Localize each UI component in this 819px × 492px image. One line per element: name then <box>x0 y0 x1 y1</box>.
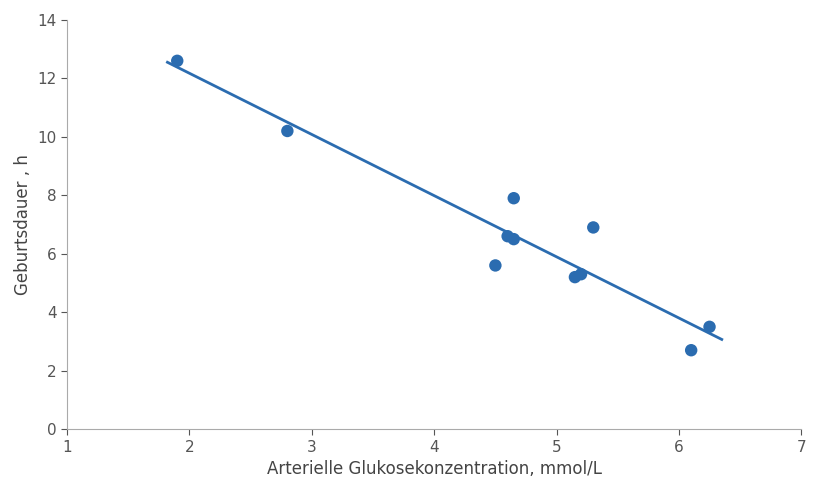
Point <box>507 194 520 202</box>
Point <box>702 323 715 331</box>
Point <box>574 270 587 278</box>
Point <box>170 57 183 65</box>
X-axis label: Arterielle Glukosekonzentration, mmol/L: Arterielle Glukosekonzentration, mmol/L <box>266 460 601 478</box>
Point <box>500 232 514 240</box>
Point <box>280 127 293 135</box>
Point <box>568 273 581 281</box>
Point <box>586 223 600 231</box>
Point <box>488 262 501 270</box>
Point <box>507 235 520 243</box>
Y-axis label: Geburtsdauer , h: Geburtsdauer , h <box>14 154 32 295</box>
Point <box>684 346 697 354</box>
